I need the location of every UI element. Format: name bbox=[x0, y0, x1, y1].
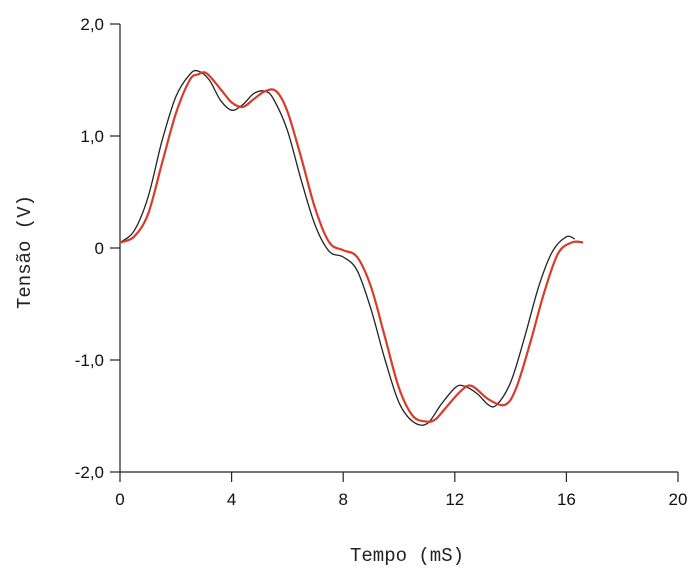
x-axis-ticks: 0 4 8 12 16 20 bbox=[115, 472, 687, 509]
y-tick-label: 0 bbox=[95, 239, 104, 258]
x-tick-label: 20 bbox=[669, 490, 688, 509]
x-tick-label: 4 bbox=[227, 490, 236, 509]
x-tick-label: 16 bbox=[557, 490, 576, 509]
x-tick-label: 8 bbox=[338, 490, 347, 509]
y-tick-label: -2,0 bbox=[75, 463, 104, 482]
x-tick-label: 0 bbox=[115, 490, 124, 509]
y-tick-label: -1,0 bbox=[75, 351, 104, 370]
axes bbox=[119, 24, 678, 473]
y-tick-label: 1,0 bbox=[80, 127, 104, 146]
y-axis-title: Tensão (V) bbox=[14, 195, 36, 309]
y-tick-label: 2,0 bbox=[80, 15, 104, 34]
x-axis-title: Tempo (mS) bbox=[350, 545, 464, 567]
series-line-2 bbox=[119, 71, 584, 423]
series-line-1 bbox=[119, 69, 576, 426]
y-axis-ticks: 2,0 1,0 0 -1,0 -2,0 bbox=[75, 15, 120, 482]
x-tick-label: 12 bbox=[445, 490, 464, 509]
series-layer bbox=[119, 69, 584, 426]
